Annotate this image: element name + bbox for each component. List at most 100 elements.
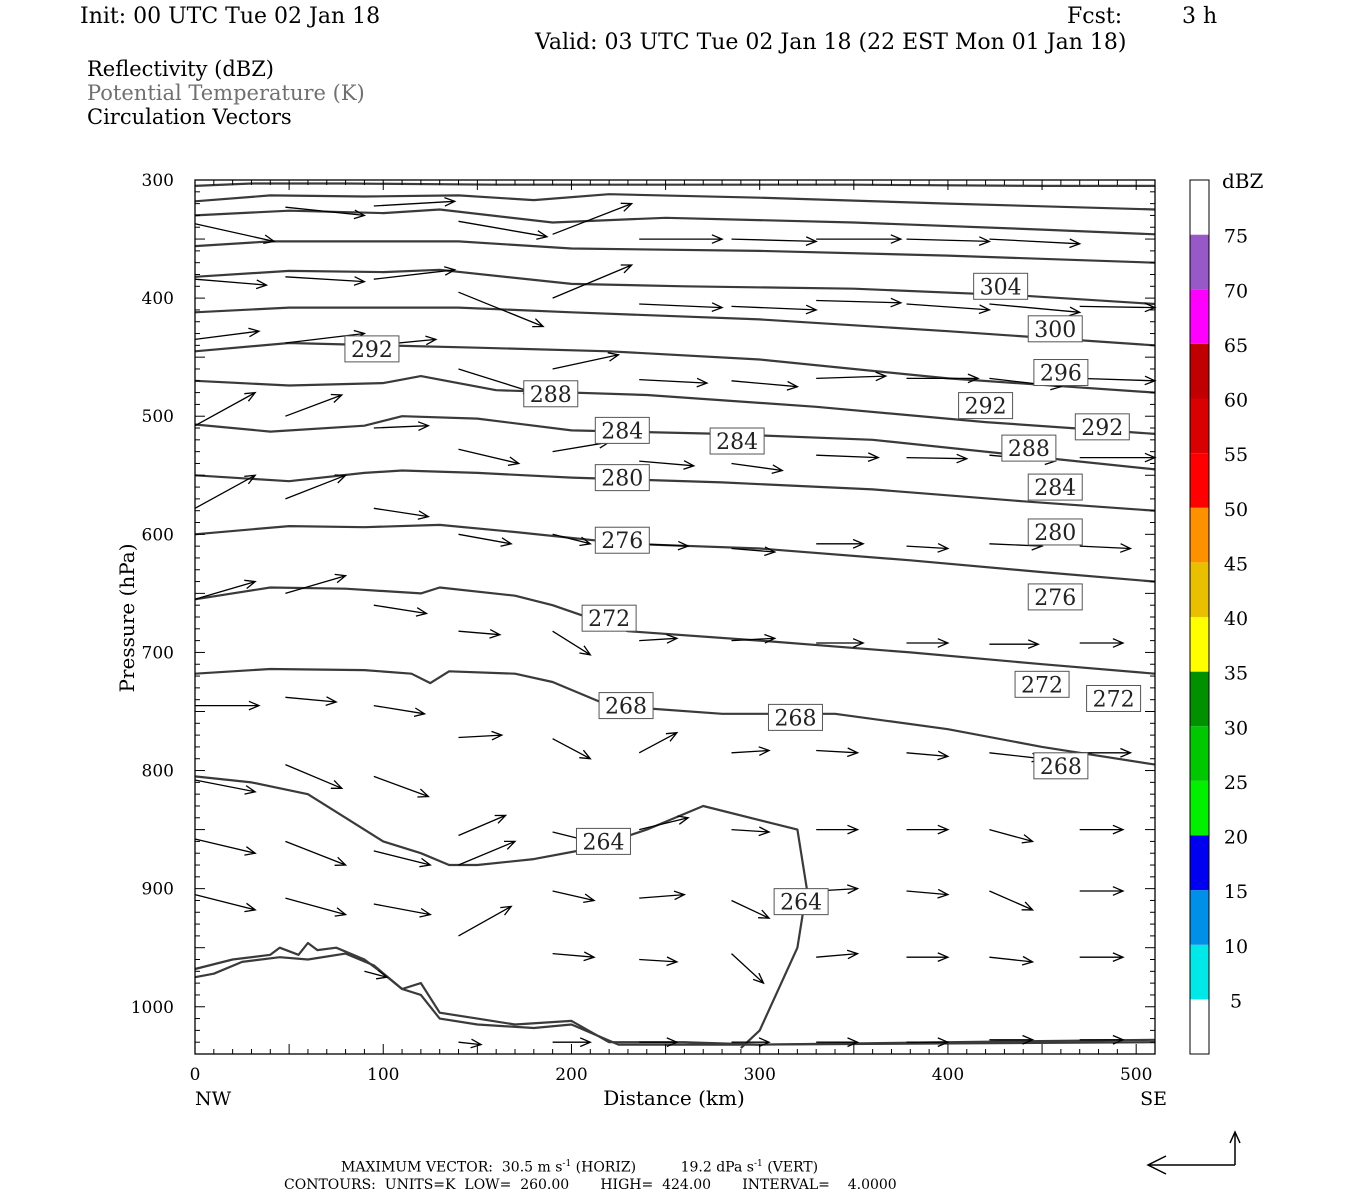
circulation-vector [731,826,771,837]
circulation-vectors [194,196,1157,1049]
max-vector-vert-tag: (VERT) [767,1159,819,1176]
colorbar: 5 10 15 20 25 30 35 40 45 50 55 60 65 70 75 [1189,179,1248,1055]
circulation-vector [816,371,888,382]
contour-label-box [523,380,579,408]
circulation-vector [989,828,1035,844]
circulation-vector [816,234,903,244]
circulation-vector [285,897,348,917]
contour-label-box [1033,359,1089,387]
contour-label-box [709,427,765,455]
circulation-vector [639,234,724,244]
circulation-vector [816,824,860,835]
y-tick-label: 500 [142,407,174,427]
circulation-vector [731,1037,771,1048]
circulation-vector [816,1037,860,1048]
colorbar-segment [1190,562,1209,617]
max-vector-horiz: MAXIMUM VECTOR: 30.5 m s [341,1159,563,1176]
x-tick-label: 0 [190,1065,201,1085]
circulation-vector [731,953,765,985]
circulation-vector [639,377,709,388]
colorbar-segment [1190,726,1209,781]
contour-label: 284 [716,430,758,455]
contour-label: 292 [965,395,1007,420]
contour-label: 264 [582,830,624,855]
contour-label: 288 [530,383,572,408]
circulation-vector [906,1037,950,1048]
contour-label: 300 [1034,318,1076,343]
contour-label: 296 [1040,362,1082,387]
circulation-vector [285,276,367,286]
contour-label-box [1027,518,1083,546]
contour-info: CONTOURS: UNITS=K LOW= 260.00 HIGH= 424.… [284,1177,897,1193]
colorbar-segment [1190,453,1209,508]
colorbar-segment [1190,234,1209,290]
circulation-vector [731,633,777,644]
contour-label: 284 [1034,476,1076,501]
circulation-vector [1079,824,1125,835]
circulation-vector [373,850,432,868]
circulation-vector [373,196,457,207]
circulation-vector [639,302,724,313]
circulation-vector [194,327,261,341]
circulation-vector [989,238,1082,249]
colorbar-level-label: 35 [1224,663,1248,685]
circulation-vector [552,951,596,962]
colorbar-level-label: 70 [1224,280,1248,302]
circulation-vector [906,543,950,553]
circulation-vector [906,638,950,648]
contour-label-box [1001,434,1057,462]
y-tick-label: 700 [142,643,174,663]
circulation-vector [194,223,276,245]
circulation-vector [731,546,777,557]
valid-time: Valid: 03 UTC Tue 02 Jan 18 (22 EST Mon … [535,30,1127,55]
circulation-vector [285,840,348,866]
circulation-vector [364,969,389,980]
circulation-vector [552,352,621,370]
colorbar-segment [1190,617,1209,672]
circulation-vector [906,236,992,247]
theta-contour [194,523,1156,583]
circulation-vector [373,507,431,520]
contour-label-box [767,703,823,731]
colorbar-level-label: 55 [1224,444,1248,466]
colorbar-segment [1190,944,1209,1000]
colorbar-level-label: 45 [1224,553,1248,575]
forecast-label: Fcst: [1067,4,1123,29]
theta-contour [194,375,1156,435]
circulation-vector [1079,375,1157,386]
contour-label: 284 [601,419,643,444]
theta-contour [194,193,1156,211]
contour-label: 292 [351,338,393,363]
field-reflectivity: Reflectivity (dBZ) [87,57,275,81]
circulation-vector [906,824,950,835]
y-axis-label: Pressure (hPa) [115,544,139,693]
circulation-vector [816,747,860,758]
circulation-vector [552,630,592,656]
circulation-vector [285,573,348,595]
init-time: Init: 00 UTC Tue 02 Jan 18 [80,4,381,29]
theta-contour [194,952,1156,1046]
colorbar-level-label: 25 [1224,772,1248,794]
theta-contour [194,586,1156,675]
circulation-vector [373,903,432,918]
circulation-vector [373,266,457,280]
contour-label: 276 [1034,586,1076,611]
circulation-vector [552,264,634,299]
circulation-vector [285,696,338,707]
circulation-vector [194,278,269,290]
theta-contour [194,208,1156,236]
contour-label: 264 [780,891,822,916]
contour-label-box [594,464,650,492]
contour-label-box [594,416,650,444]
contour-label-box [581,604,637,632]
contour-label-box [773,888,829,916]
colorbar-level-label: 30 [1224,717,1248,739]
max-vector-info: MAXIMUM VECTOR: 30.5 m s-1 (HORIZ) 19.2 … [341,1160,818,1175]
circulation-vector [458,533,513,547]
circulation-vector [285,206,367,220]
circulation-vector [1079,543,1133,553]
theta-contour [194,341,1156,394]
contour-label: 288 [1008,437,1050,462]
